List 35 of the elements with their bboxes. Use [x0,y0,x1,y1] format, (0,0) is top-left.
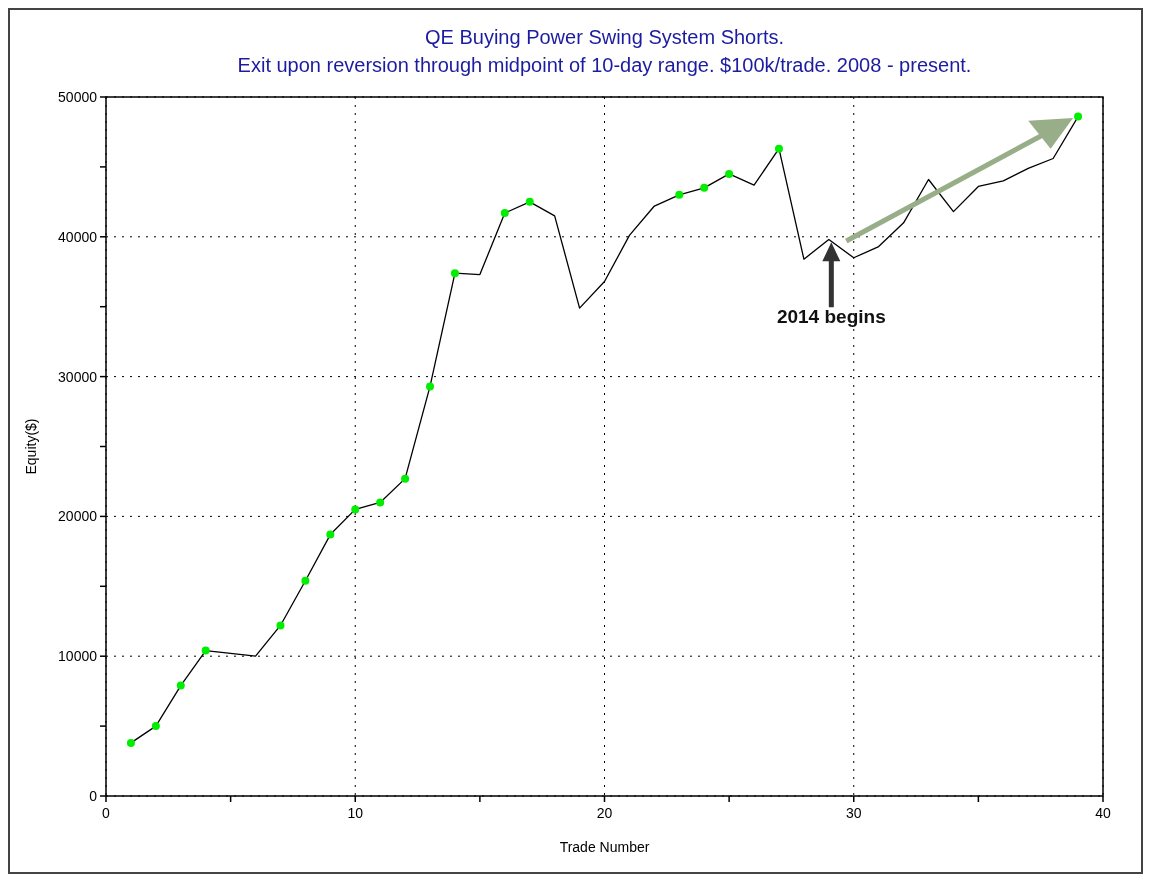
chart-subtitle: Exit upon reversion through midpoint of 10-day range. $100k/trade. 2008 - present. [237,54,972,76]
point [525,197,534,206]
x-tick-label: 10 [347,805,364,821]
y-tick-label: 40000 [58,228,98,245]
point [301,576,310,585]
point [450,269,459,278]
y-tick-label: 50000 [58,89,98,105]
point [700,183,709,192]
point [276,621,285,630]
y-tick-label: 10000 [58,648,98,665]
y-tick-label: 30000 [58,368,98,385]
point [774,144,783,153]
point [500,209,509,218]
point [151,722,160,731]
x-axis-title: Trade Number [559,839,650,855]
point [176,681,185,690]
y-tick-label: 20000 [58,508,98,525]
x-tick-label: 0 [102,805,111,821]
point [126,738,135,747]
annotation: 2014 begins [776,306,886,328]
y-axis-title: Equity($) [23,418,39,475]
y-tick-label: 0 [89,788,98,804]
x-tick-label: 30 [845,805,862,821]
point [376,498,385,507]
point [326,530,335,539]
chart-title: QE Buying Power Swing System Shorts. [424,26,785,48]
point [201,646,210,655]
point [401,474,410,483]
point [725,169,734,178]
point [426,382,435,391]
x-tick-label: 40 [1095,805,1111,821]
point [351,505,360,514]
x-tick-label: 20 [596,805,613,821]
point [1074,112,1083,121]
point [675,190,684,199]
